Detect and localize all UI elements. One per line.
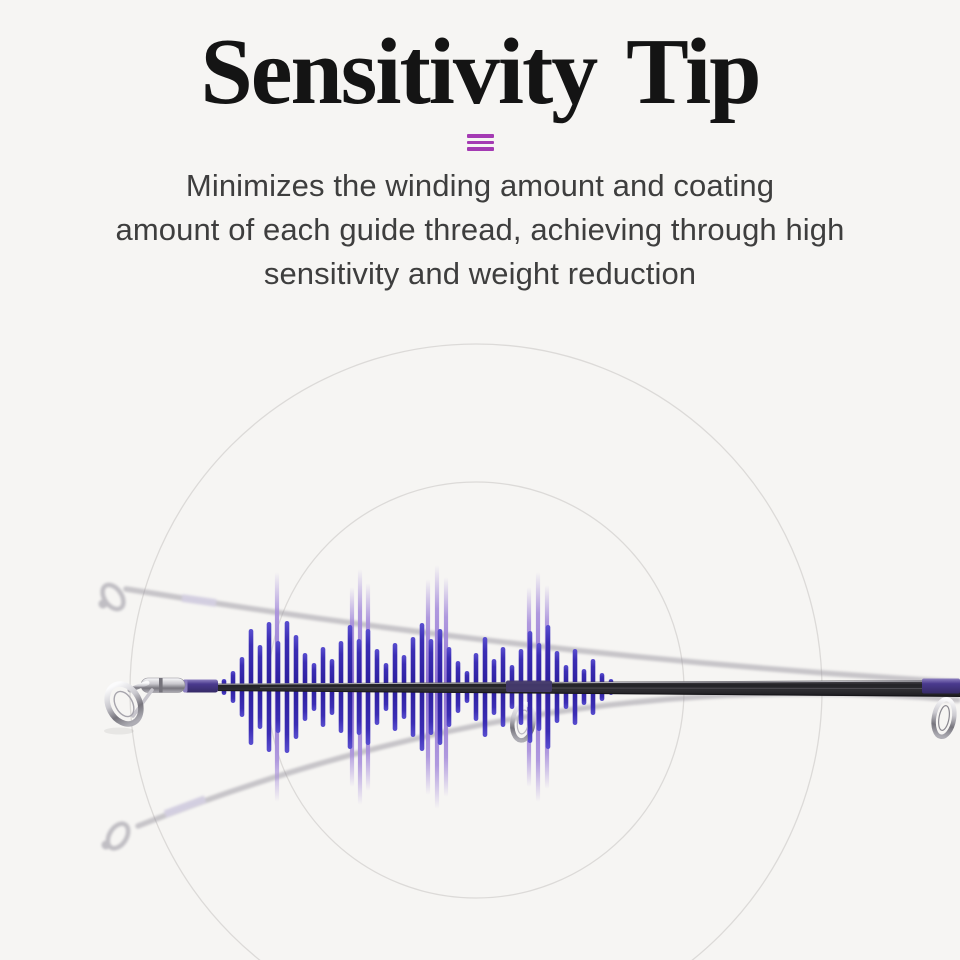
- guide-wrap-right: [922, 678, 960, 694]
- tip-top-guide-icon: [104, 680, 154, 735]
- guide-wrap-tip: [183, 679, 218, 693]
- subtitle-line-3: sensitivity and weight reduction: [263, 256, 697, 292]
- divider-line: [466, 140, 494, 145]
- divider-line: [466, 134, 494, 138]
- page-title: Sensitivity Tip: [200, 20, 761, 124]
- guide-wrap-mid: [506, 680, 552, 692]
- subtitle-line-1: Minimizes the winding amount and coating: [185, 168, 775, 204]
- ghost-tip-guide-down-icon: [105, 821, 131, 851]
- ripple-circles: [129, 343, 823, 960]
- title-divider: [466, 134, 494, 152]
- ghost-rod-up: [98, 582, 960, 685]
- header: Sensitivity Tip Minimizes the winding am…: [0, 0, 960, 296]
- divider-line: [466, 147, 494, 152]
- rod-blank: [217, 680, 960, 697]
- subtitle: Minimizes the winding amount and coating…: [0, 164, 960, 296]
- right-guide-icon: [931, 696, 957, 740]
- subtitle-line-2: amount of each guide thread, achieving t…: [115, 212, 845, 248]
